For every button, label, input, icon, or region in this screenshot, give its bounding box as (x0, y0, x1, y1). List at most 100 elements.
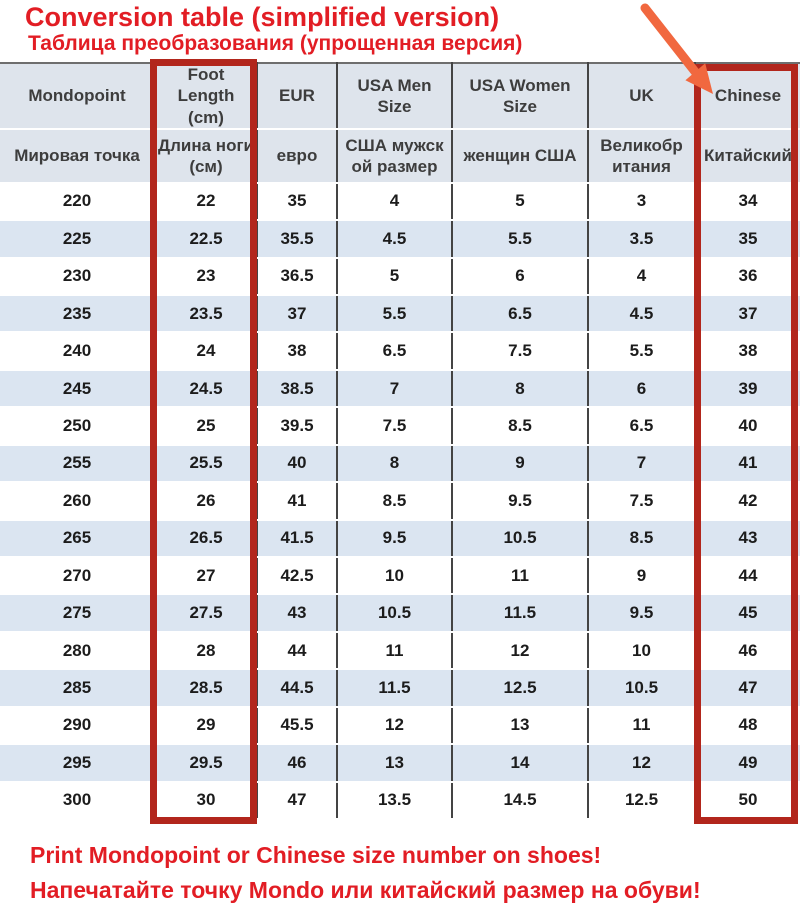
table-cell: 28.5 (154, 669, 257, 708)
table-cell: 5.5 (587, 332, 695, 371)
table-cell: 39.5 (256, 407, 337, 446)
table-cell: 4 (587, 257, 695, 297)
table-cell: 43 (694, 519, 800, 558)
table-row: 285 28.5 44.5 11.5 12.5 10.5 47 (0, 669, 800, 708)
table-cell: 36.5 (256, 257, 337, 297)
page-title: Conversion table (simplified version) (25, 2, 500, 32)
table-cell: 29.5 (154, 744, 257, 783)
table-cell: 4.5 (587, 295, 695, 334)
table-cell: 41 (256, 482, 337, 521)
table-cell: 26 (154, 482, 257, 521)
table-cell: 12.5 (451, 669, 588, 708)
table-cell: 9.5 (451, 482, 588, 521)
table-cell: 10 (336, 556, 452, 596)
table-cell: 5.5 (336, 295, 452, 334)
table-cell: 42.5 (256, 556, 337, 596)
table-cell: 36 (694, 257, 800, 297)
table-cell: 45.5 (256, 706, 337, 746)
header-row: Mondopoint Foot Length (cm) EUR USA Men Siz… (0, 63, 800, 130)
table-cell: 280 (0, 631, 155, 671)
table-row: 260 26 41 8.5 9.5 7.5 42 (0, 482, 800, 521)
column-header-en: EUR (256, 63, 337, 130)
table-cell: 13.5 (336, 781, 452, 820)
table-cell: 29 (154, 706, 257, 746)
table-cell: 49 (694, 744, 800, 783)
table-cell: 10.5 (451, 519, 588, 558)
table-cell: 42 (694, 482, 800, 521)
table-cell: 245 (0, 369, 155, 409)
table-cell: 38 (256, 332, 337, 371)
table-row: 270 27 42.5 10 11 9 44 (0, 556, 800, 596)
table-cell: 28 (154, 631, 257, 671)
table-cell: 14.5 (451, 781, 588, 820)
table-cell: 11 (587, 706, 695, 746)
table-cell: 220 (0, 182, 155, 222)
table-container: Mondopoint Foot Length (cm) EUR USA Men Siz… (0, 62, 800, 820)
table-cell: 43 (256, 594, 337, 633)
table-cell: 11 (451, 556, 588, 596)
table-cell: 300 (0, 781, 155, 820)
table-cell: 47 (694, 669, 800, 708)
footer-note-russian: Напечатайте точку Mondo или китайский ра… (30, 877, 701, 903)
table-row: 220 22 35 4 5 3 34 (0, 182, 800, 222)
table-cell: 35 (256, 182, 337, 222)
table-cell: 5.5 (451, 220, 588, 259)
table-cell: 260 (0, 482, 155, 521)
table-cell: 14 (451, 744, 588, 783)
table-cell: 12 (336, 706, 452, 746)
table-cell: 8.5 (587, 519, 695, 558)
table-cell: 11 (336, 631, 452, 671)
header-row: Мировая точка Длина ноги (см) евро США мужс… (0, 128, 800, 184)
column-header-ru: Мировая точка (0, 128, 155, 184)
table-cell: 240 (0, 332, 155, 371)
table-cell: 45 (694, 594, 800, 633)
table-cell: 11.5 (336, 669, 452, 708)
table-cell: 44 (694, 556, 800, 596)
table-cell: 7 (336, 369, 452, 409)
table-cell: 6 (451, 257, 588, 297)
table-cell: 5 (451, 182, 588, 222)
table-cell: 6.5 (587, 407, 695, 446)
table-cell: 48 (694, 706, 800, 746)
table-cell: 9.5 (336, 519, 452, 558)
footer-note-english: Print Mondopoint or Chinese size number … (30, 842, 602, 868)
table-cell: 10.5 (336, 594, 452, 633)
table-cell: 35 (694, 220, 800, 259)
table-cell: 50 (694, 781, 800, 820)
column-header-ru: Длина ноги (см) (154, 128, 257, 184)
table-cell: 27 (154, 556, 257, 596)
table-row: 275 27.5 43 10.5 11.5 9.5 45 (0, 594, 800, 633)
table-cell: 24 (154, 332, 257, 371)
table-cell: 25 (154, 407, 257, 446)
table-cell: 7.5 (451, 332, 588, 371)
table-cell: 6.5 (451, 295, 588, 334)
table-cell: 25.5 (154, 444, 257, 484)
table-cell: 27.5 (154, 594, 257, 633)
table-row: 295 29.5 46 13 14 12 49 (0, 744, 800, 783)
table-row: 230 23 36.5 5 6 4 36 (0, 257, 800, 297)
table-cell: 5 (336, 257, 452, 297)
table-cell: 35.5 (256, 220, 337, 259)
table-row: 255 25.5 40 8 9 7 41 (0, 444, 800, 484)
table-cell: 46 (256, 744, 337, 783)
table-cell: 10 (587, 631, 695, 671)
column-header-en: USA Men Size (336, 63, 452, 130)
table-cell: 23.5 (154, 295, 257, 334)
column-header-ru: Китайский (694, 128, 800, 184)
table-cell: 7 (587, 444, 695, 484)
table-cell: 11.5 (451, 594, 588, 633)
table-row: 245 24.5 38.5 7 8 6 39 (0, 369, 800, 409)
table-cell: 9 (451, 444, 588, 484)
table-cell: 4.5 (336, 220, 452, 259)
table-cell: 9.5 (587, 594, 695, 633)
table-cell: 37 (256, 295, 337, 334)
column-header-en: USA Women Size (451, 63, 588, 130)
table-cell: 270 (0, 556, 155, 596)
table-cell: 265 (0, 519, 155, 558)
table-cell: 295 (0, 744, 155, 783)
table-cell: 9 (587, 556, 695, 596)
table-cell: 255 (0, 444, 155, 484)
table-cell: 8 (451, 369, 588, 409)
table-cell: 44.5 (256, 669, 337, 708)
